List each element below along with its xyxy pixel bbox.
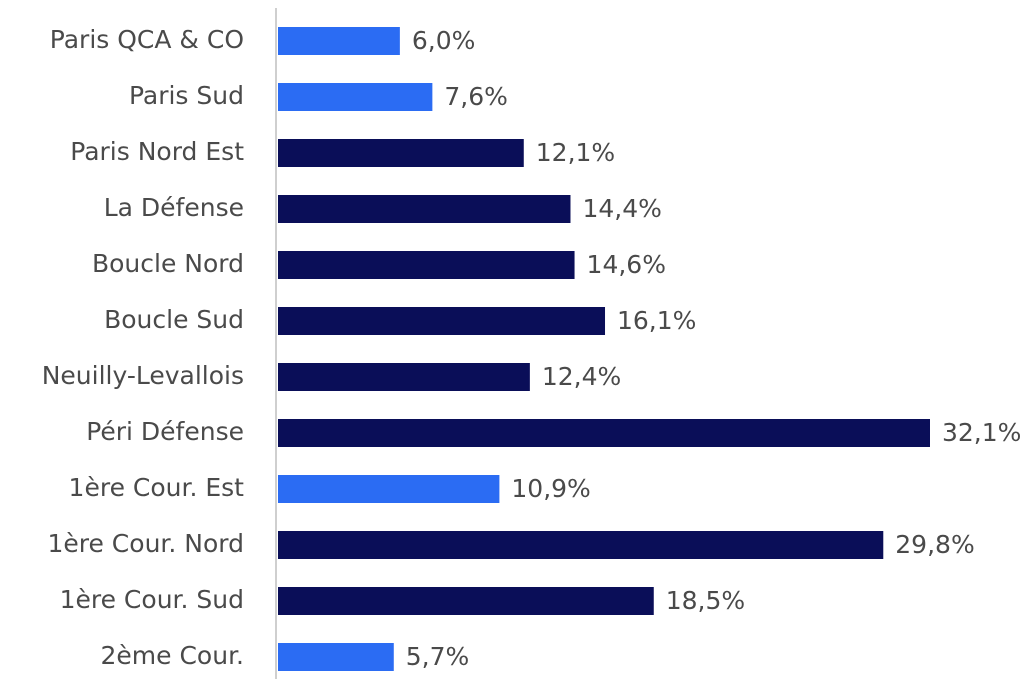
category-label: 1ère Cour. Est — [69, 473, 245, 502]
category-label: 1ère Cour. Nord — [47, 529, 244, 558]
value-label: 12,1% — [536, 138, 615, 167]
category-label: Boucle Sud — [104, 305, 244, 334]
bar — [278, 643, 394, 671]
bar — [278, 307, 606, 335]
value-label: 10,9% — [511, 474, 590, 503]
bar — [278, 531, 884, 559]
category-label: Neuilly-Levallois — [42, 361, 244, 390]
bar — [278, 475, 500, 503]
bar — [278, 251, 575, 279]
bar — [278, 27, 400, 55]
bar — [278, 587, 654, 615]
category-label: 1ère Cour. Sud — [60, 585, 244, 614]
category-label: La Défense — [104, 193, 244, 222]
value-label: 6,0% — [412, 26, 476, 55]
category-label: Boucle Nord — [92, 249, 244, 278]
bar — [278, 139, 524, 167]
value-label: 18,5% — [666, 586, 745, 615]
value-label: 5,7% — [406, 642, 470, 671]
category-label: Paris Sud — [129, 81, 244, 110]
bar — [278, 83, 433, 111]
bar — [278, 195, 571, 223]
value-label: 16,1% — [617, 306, 696, 335]
category-label: Paris Nord Est — [70, 137, 244, 166]
category-label: Péri Défense — [86, 417, 244, 446]
value-label: 14,6% — [587, 250, 666, 279]
bar — [278, 419, 930, 447]
category-label: Paris QCA & CO — [50, 25, 244, 54]
category-label: 2ème Cour. — [101, 641, 245, 670]
value-label: 7,6% — [444, 82, 508, 111]
bar — [278, 363, 530, 391]
value-label: 14,4% — [582, 194, 661, 223]
value-label: 29,8% — [895, 530, 974, 559]
value-label: 12,4% — [542, 362, 621, 391]
value-label: 32,1% — [942, 418, 1021, 447]
